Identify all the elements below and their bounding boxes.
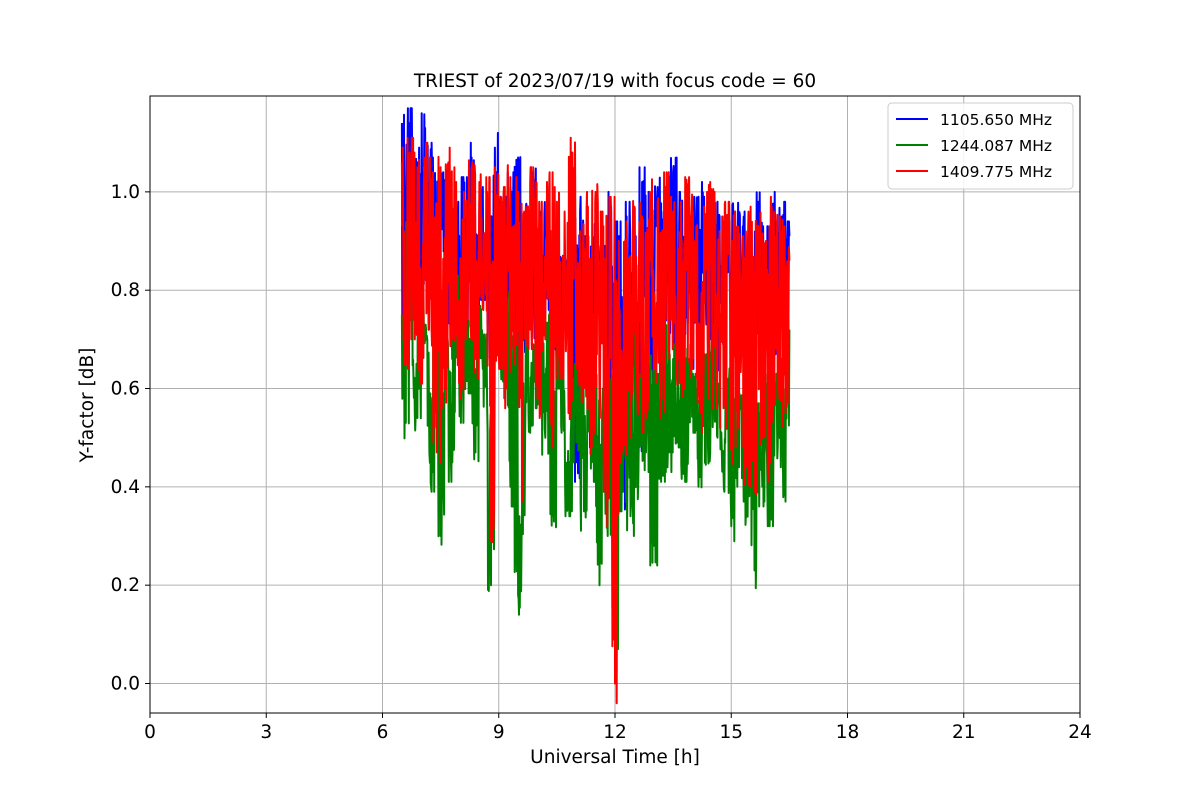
series-group <box>400 107 791 705</box>
y-tick-label: 1.0 <box>111 182 140 203</box>
x-axis-label: Universal Time [h] <box>530 747 700 768</box>
legend-box <box>887 102 1074 190</box>
x-tick-label: 18 <box>836 722 860 743</box>
y-tick-label: 0.4 <box>111 477 140 498</box>
chart-title: TRIEST of 2023/07/19 with focus code = 6… <box>413 71 816 92</box>
y-tick-label: 0.2 <box>111 575 140 596</box>
x-tick-label: 3 <box>260 722 272 743</box>
y-tick-label: 0.8 <box>111 280 140 301</box>
legend-entry-label: 1409.775 MHz <box>940 163 1052 181</box>
x-tick-label: 12 <box>603 722 627 743</box>
x-tick-label: 21 <box>952 722 976 743</box>
y-axis: 0.0 0.2 0.4 0.6 0.8 1.0 <box>111 182 150 695</box>
x-tick-label: 15 <box>719 722 743 743</box>
x-tick-label: 24 <box>1068 722 1092 743</box>
x-tick-label: 0 <box>144 722 156 743</box>
x-tick-label: 6 <box>377 722 389 743</box>
x-axis: 0 3 6 9 12 15 18 21 24 <box>144 713 1092 743</box>
x-tick-label: 9 <box>493 722 505 743</box>
legend: 1105.650 MHz 1244.087 MHz 1409.775 MHz <box>887 102 1074 190</box>
y-axis-label: Y-factor [dB] <box>77 348 98 464</box>
y-tick-label: 0.6 <box>111 379 140 400</box>
y-tick-label: 0.0 <box>111 674 140 695</box>
series-line-3 <box>400 136 791 705</box>
legend-entry-label: 1244.087 MHz <box>940 137 1052 155</box>
legend-entry-label: 1105.650 MHz <box>940 111 1052 129</box>
